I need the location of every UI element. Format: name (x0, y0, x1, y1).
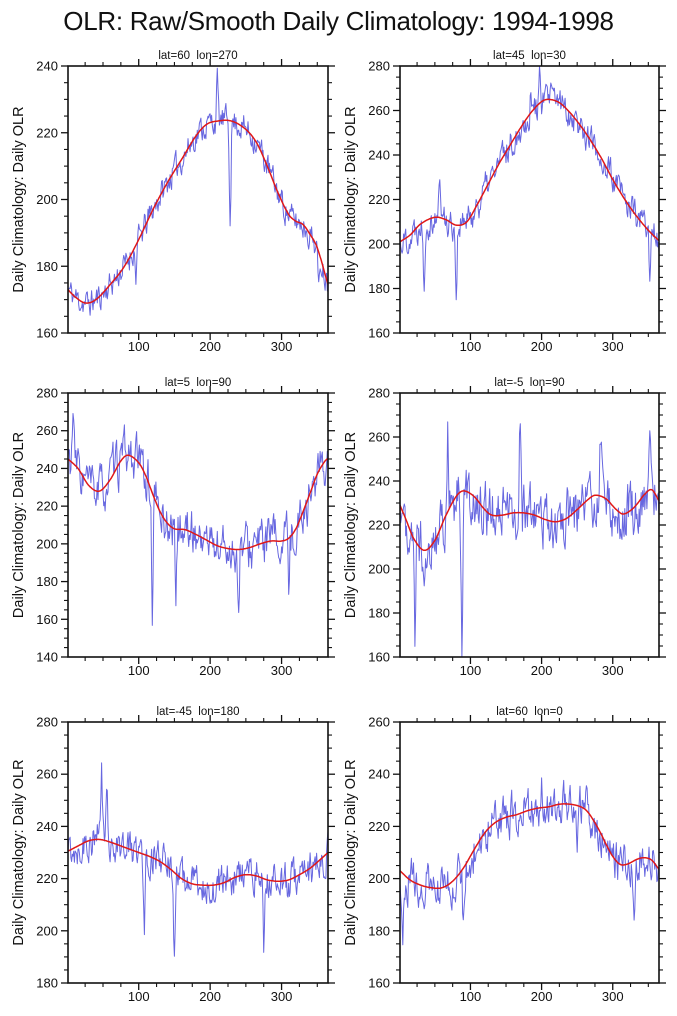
y-tick-label: 220 (368, 518, 390, 533)
y-tick-label: 140 (36, 650, 58, 665)
y-tick-label: 180 (36, 259, 58, 274)
panel-1: lat=60 lon=270 Daily Climatology: Daily O… (11, 50, 335, 354)
y-axis-label: Daily Climatology: Daily OLR (343, 759, 359, 945)
y-tick-label: 180 (36, 574, 58, 589)
plot-frame (399, 721, 660, 984)
y-tick-label: 200 (368, 871, 390, 886)
x-tick-label: 100 (460, 339, 482, 354)
y-axis-label: Daily Climatology: Daily OLR (11, 759, 27, 945)
y-tick-label: 180 (368, 606, 390, 621)
x-tick-label: 200 (199, 663, 221, 678)
y-tick-label: 280 (36, 386, 58, 401)
x-tick-label: 200 (531, 663, 553, 678)
smooth-series-line (399, 488, 660, 552)
raw-series-line (399, 65, 660, 301)
smooth-series-line (399, 803, 660, 890)
y-tick-label: 200 (368, 562, 390, 577)
panel-title: lat=-45 lon=180 (156, 706, 239, 718)
y-tick-label: 200 (36, 923, 58, 938)
y-tick-label: 240 (368, 474, 390, 489)
plot-frame (67, 65, 329, 334)
smooth-series-line (67, 119, 329, 304)
x-tick-label: 300 (602, 989, 624, 1004)
y-tick-label: 220 (36, 125, 58, 140)
x-tick-label: 200 (531, 989, 553, 1004)
y-tick-label: 260 (368, 715, 390, 730)
y-tick-label: 240 (36, 819, 58, 834)
x-tick-label: 200 (199, 989, 221, 1004)
y-tick-label: 220 (36, 871, 58, 886)
plot-frame (399, 392, 660, 658)
y-tick-label: 160 (368, 326, 390, 341)
x-tick-label: 100 (128, 989, 150, 1004)
y-tick-label: 180 (368, 923, 390, 938)
y-tick-label: 160 (36, 612, 58, 627)
panel-title: lat=45 lon=30 (493, 50, 566, 62)
y-axis-label: Daily Climatology: Daily OLR (11, 432, 27, 618)
y-tick-label: 200 (368, 237, 390, 252)
page-title: OLR: Raw/Smooth Daily Climatology: 1994-… (63, 6, 614, 36)
raw-series-line (67, 67, 329, 316)
y-tick-label: 260 (368, 103, 390, 118)
y-axis-label: Daily Climatology: Daily OLR (343, 106, 359, 292)
panel-title: lat=-5 lon=90 (494, 377, 564, 389)
x-tick-label: 100 (128, 663, 150, 678)
raw-series-line (67, 762, 329, 957)
axis-ticks (61, 715, 335, 990)
panel-6: lat=60 lon=0 Daily Climatology: Daily OLR… (343, 706, 666, 1004)
y-tick-label: 280 (36, 715, 58, 730)
y-tick-label: 200 (36, 192, 58, 207)
x-tick-label: 300 (602, 339, 624, 354)
x-tick-label: 100 (460, 989, 482, 1004)
y-tick-label: 280 (368, 59, 390, 74)
plot-frame (67, 721, 329, 984)
x-tick-label: 300 (602, 663, 624, 678)
x-tick-label: 300 (271, 339, 293, 354)
x-tick-label: 200 (531, 339, 553, 354)
y-tick-label: 260 (36, 767, 58, 782)
y-tick-label: 160 (368, 976, 390, 991)
panel-4: lat=-5 lon=90 Daily Climatology: Daily OL… (343, 377, 666, 678)
panel-title: lat=5 lon=90 (165, 377, 232, 389)
y-tick-label: 280 (368, 386, 390, 401)
axis-ticks (61, 386, 335, 664)
y-tick-label: 180 (36, 976, 58, 991)
y-axis-label: Daily Climatology: Daily OLR (343, 432, 359, 618)
y-tick-label: 180 (368, 281, 390, 296)
y-tick-label: 160 (36, 326, 58, 341)
y-tick-label: 260 (368, 430, 390, 445)
y-tick-label: 240 (368, 148, 390, 163)
raw-series-line (399, 777, 660, 946)
raw-series-line (399, 421, 660, 658)
raw-series-line (67, 413, 329, 626)
x-tick-label: 300 (271, 989, 293, 1004)
x-tick-label: 300 (271, 663, 293, 678)
plot-frame (399, 65, 660, 334)
panel-title: lat=60 lon=0 (496, 706, 563, 718)
y-tick-label: 240 (368, 767, 390, 782)
plot-frame (67, 392, 329, 658)
x-tick-label: 100 (128, 339, 150, 354)
y-tick-label: 240 (36, 461, 58, 476)
y-tick-label: 220 (368, 819, 390, 834)
y-tick-label: 200 (36, 536, 58, 551)
smooth-series-line (399, 98, 660, 243)
y-tick-label: 220 (368, 192, 390, 207)
panel-5: lat=-45 lon=180 Daily Climatology: Daily … (11, 706, 335, 1004)
x-tick-label: 200 (199, 339, 221, 354)
x-tick-label: 100 (460, 663, 482, 678)
y-tick-label: 220 (36, 499, 58, 514)
panel-title: lat=60 lon=270 (158, 50, 237, 62)
y-tick-label: 240 (36, 59, 58, 74)
panel-3: lat=5 lon=90 Daily Climatology: Daily OLR… (11, 377, 335, 678)
y-tick-label: 260 (36, 423, 58, 438)
smooth-series-line (67, 838, 329, 887)
y-tick-label: 160 (368, 650, 390, 665)
axis-ticks (61, 59, 335, 340)
y-axis-label: Daily Climatology: Daily OLR (11, 106, 27, 292)
smooth-series-line (67, 454, 329, 551)
panel-2: lat=45 lon=30 Daily Climatology: Daily OL… (343, 50, 666, 354)
